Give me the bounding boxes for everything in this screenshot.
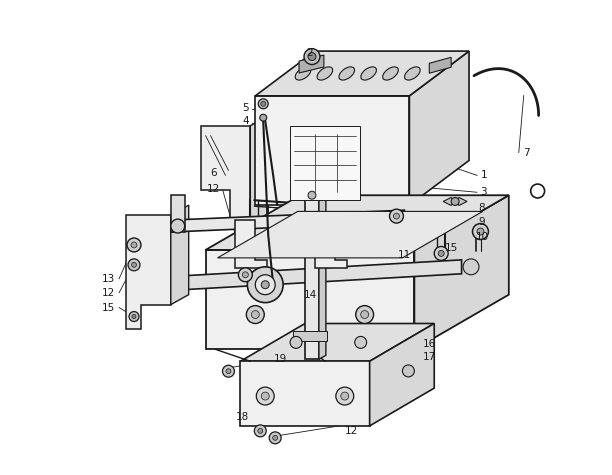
Polygon shape [429,57,451,73]
Circle shape [403,365,414,377]
Circle shape [258,428,263,433]
Circle shape [226,369,231,374]
Circle shape [356,305,373,323]
Circle shape [171,219,185,233]
Circle shape [531,184,545,198]
Polygon shape [293,332,327,342]
Circle shape [239,268,252,282]
Text: 8: 8 [479,203,485,213]
Text: 12: 12 [102,288,115,298]
Circle shape [477,228,484,235]
Text: 16: 16 [423,339,436,350]
Polygon shape [171,205,188,304]
Circle shape [435,247,448,260]
Text: 19: 19 [274,354,287,364]
Circle shape [132,262,136,267]
Circle shape [131,242,137,248]
Text: 18: 18 [236,412,249,422]
Polygon shape [414,195,509,349]
Circle shape [355,336,367,348]
Text: 15: 15 [444,243,458,253]
Circle shape [273,435,278,440]
Polygon shape [370,323,435,426]
Circle shape [132,314,136,319]
Circle shape [247,267,283,303]
Text: 7: 7 [523,148,530,158]
Circle shape [256,387,274,405]
Text: 12: 12 [207,184,220,194]
Circle shape [258,99,268,109]
Polygon shape [217,211,483,258]
Polygon shape [299,55,324,73]
Circle shape [261,101,266,106]
Circle shape [472,224,488,239]
Polygon shape [241,361,370,426]
Circle shape [255,275,275,294]
Polygon shape [250,117,268,225]
Circle shape [360,311,368,319]
Polygon shape [171,210,405,232]
Polygon shape [255,51,469,96]
Polygon shape [255,96,409,205]
Circle shape [451,198,459,206]
Text: 6: 6 [211,168,217,179]
Circle shape [261,281,269,289]
Polygon shape [305,171,319,359]
Text: 2: 2 [307,48,313,58]
Circle shape [389,209,403,223]
Text: 10: 10 [476,232,488,242]
Circle shape [127,238,141,252]
Text: 9: 9 [479,217,485,227]
Polygon shape [455,198,467,206]
Circle shape [394,213,400,219]
Circle shape [261,392,269,400]
Polygon shape [319,166,326,359]
Circle shape [129,312,139,322]
Circle shape [308,53,316,60]
Text: 14: 14 [304,290,316,300]
Ellipse shape [339,67,354,80]
Polygon shape [126,215,171,330]
Text: 3: 3 [480,187,487,197]
Polygon shape [290,126,360,200]
Circle shape [308,191,316,199]
Text: 15: 15 [102,303,115,313]
Text: 5: 5 [242,103,248,113]
Circle shape [223,365,234,377]
Circle shape [341,392,349,400]
Polygon shape [241,323,435,361]
Polygon shape [171,195,185,232]
Polygon shape [206,250,414,349]
Circle shape [304,48,320,65]
Polygon shape [409,51,469,205]
Ellipse shape [317,67,333,80]
Text: 13: 13 [102,274,115,284]
Text: 12: 12 [345,426,359,436]
Ellipse shape [405,67,420,80]
Circle shape [463,259,479,275]
Circle shape [255,425,266,437]
Polygon shape [315,220,347,268]
Text: 11: 11 [398,250,411,260]
Polygon shape [149,260,461,292]
Circle shape [247,305,264,323]
Polygon shape [201,126,250,225]
Ellipse shape [382,67,398,80]
Polygon shape [443,198,455,206]
Circle shape [259,114,267,121]
Circle shape [438,250,444,256]
Text: 4: 4 [242,116,248,126]
Polygon shape [236,220,267,268]
Circle shape [242,272,248,278]
Text: 1: 1 [480,171,487,180]
Circle shape [290,336,302,348]
Ellipse shape [295,67,311,80]
Ellipse shape [361,67,376,80]
Circle shape [336,387,354,405]
Text: 17: 17 [423,352,436,362]
Circle shape [128,259,140,271]
Circle shape [252,311,259,319]
Polygon shape [206,195,509,250]
Circle shape [269,432,281,444]
